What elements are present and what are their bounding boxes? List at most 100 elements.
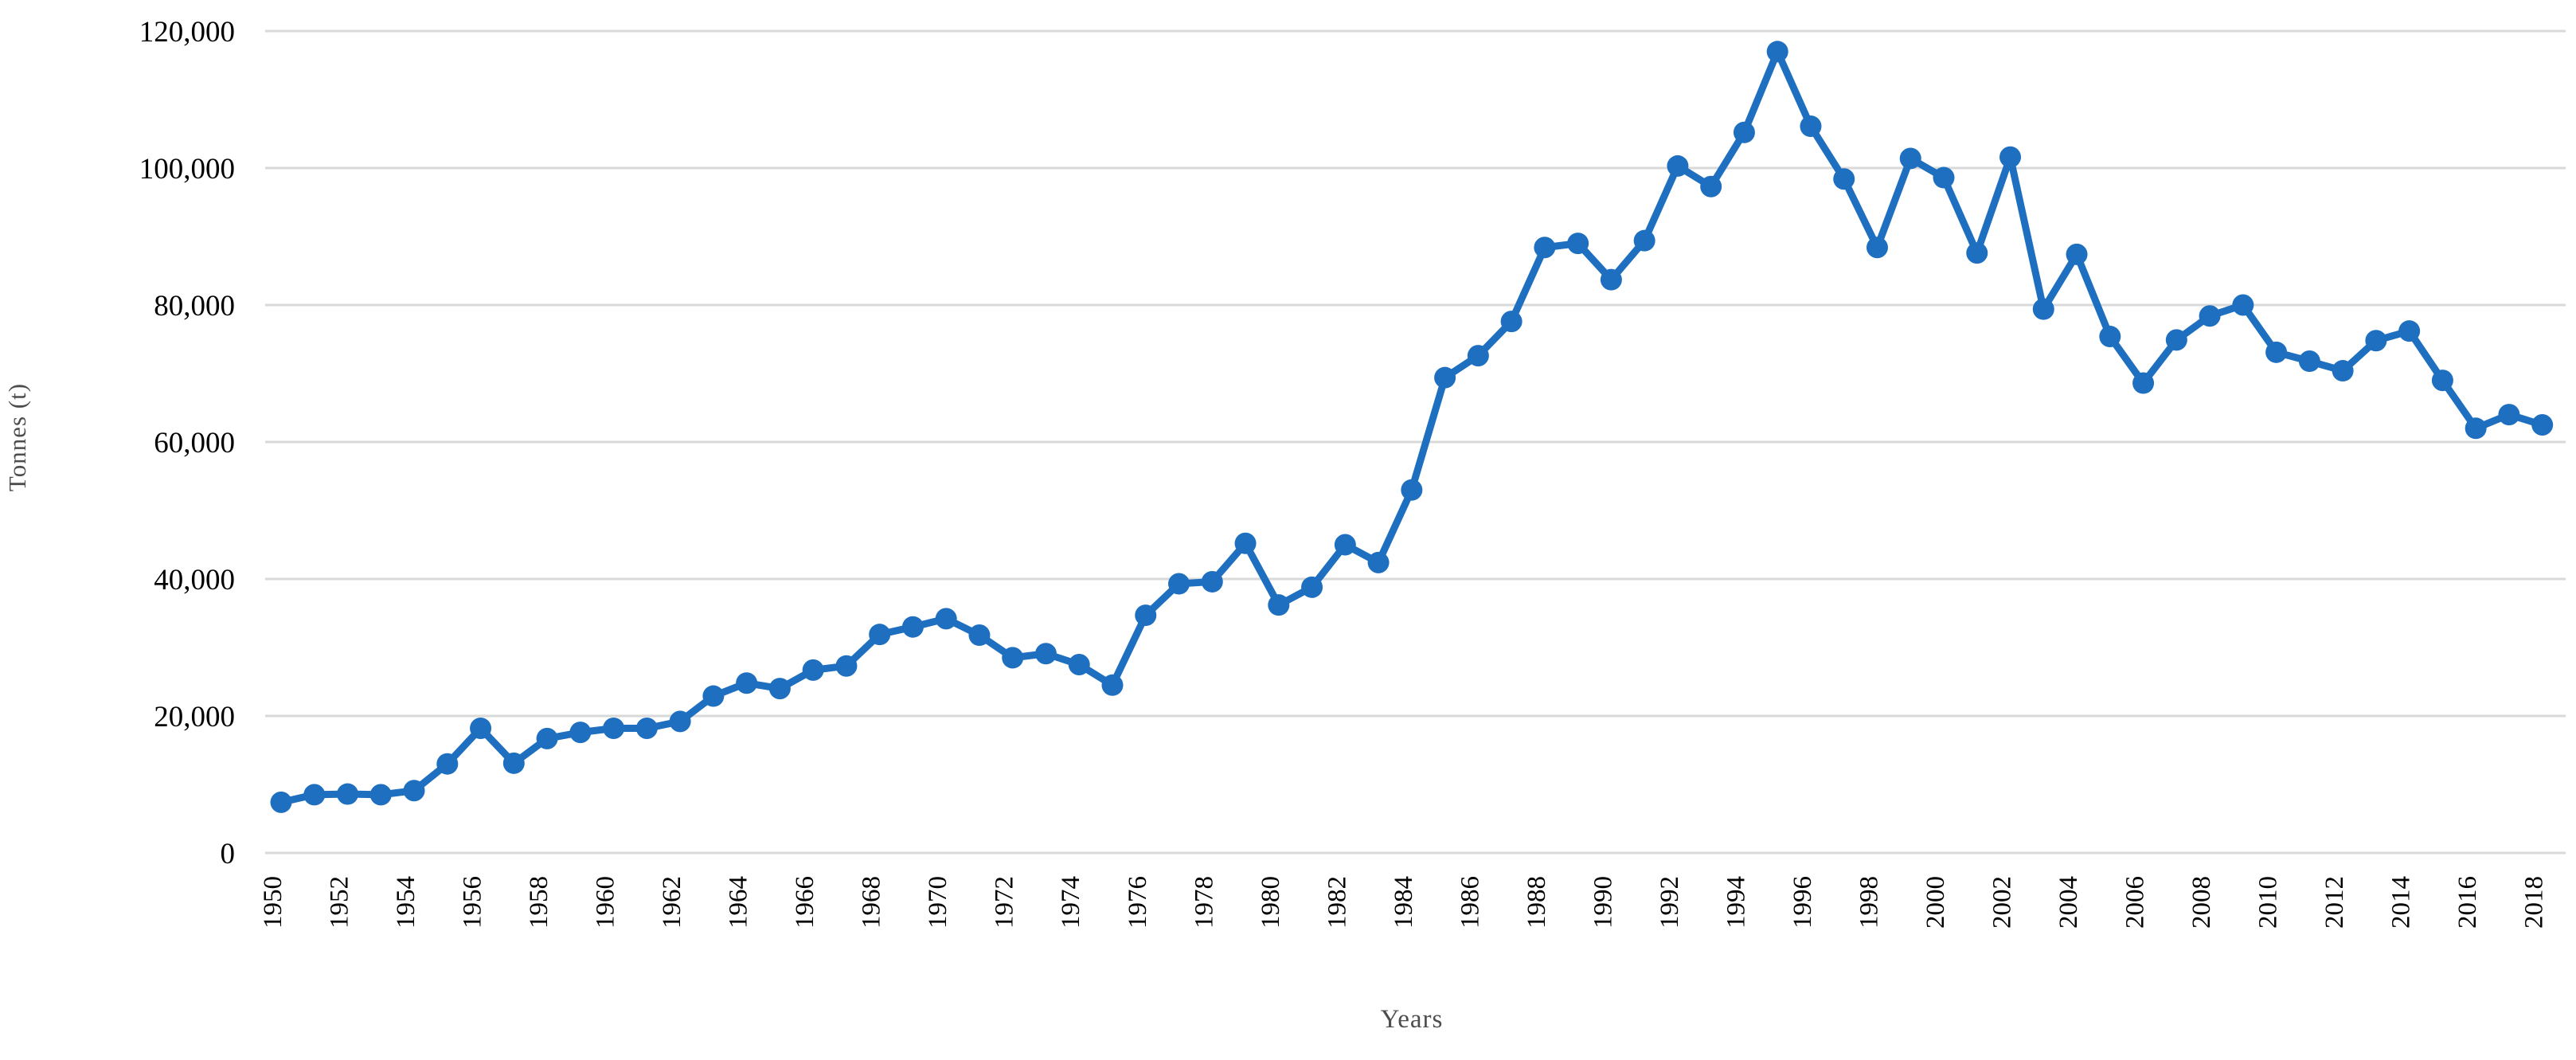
x-tick-label: 1998 bbox=[1855, 876, 1883, 929]
data-point bbox=[1301, 576, 1323, 598]
x-tick-label: 1966 bbox=[791, 876, 819, 929]
data-point bbox=[1234, 532, 1257, 554]
data-point bbox=[470, 717, 492, 739]
data-point bbox=[1966, 242, 1988, 264]
x-tick-label: 1996 bbox=[1788, 876, 1817, 929]
data-point bbox=[901, 616, 924, 638]
y-tick-label: 0 bbox=[221, 838, 236, 870]
x-tick-label: 2004 bbox=[2054, 876, 2083, 929]
x-tick-label: 1976 bbox=[1124, 876, 1152, 929]
x-tick-label: 1970 bbox=[924, 876, 952, 929]
data-point bbox=[536, 727, 558, 749]
x-tick-label: 1958 bbox=[525, 876, 553, 929]
y-tick-label: 60,000 bbox=[154, 427, 235, 460]
data-point bbox=[2498, 404, 2520, 426]
x-tick-label: 1994 bbox=[1722, 876, 1750, 929]
x-tick-label: 2012 bbox=[2320, 876, 2349, 929]
data-point bbox=[1500, 311, 1523, 333]
data-point bbox=[1633, 229, 1655, 252]
x-axis-tick-labels: 1950 1952 1954 1956 1958 1960 1962 1964 1966 1968… bbox=[259, 876, 2549, 929]
data-point bbox=[1833, 168, 1855, 190]
data-point bbox=[1168, 573, 1190, 595]
data-point bbox=[1268, 594, 1290, 616]
x-tick-label: 1964 bbox=[725, 876, 753, 929]
x-tick-label: 1992 bbox=[1655, 876, 1684, 929]
x-tick-label: 2002 bbox=[1988, 876, 2017, 929]
data-point bbox=[2099, 326, 2121, 348]
data-point bbox=[1434, 366, 1456, 389]
x-tick-label: 1978 bbox=[1190, 876, 1218, 929]
data-point bbox=[2232, 294, 2254, 316]
x-tick-label: 1954 bbox=[392, 876, 420, 929]
x-tick-label: 2010 bbox=[2254, 876, 2283, 929]
data-point bbox=[1999, 146, 2022, 168]
data-point bbox=[2365, 330, 2387, 352]
data-point bbox=[1700, 175, 1722, 198]
x-tick-label: 1968 bbox=[858, 876, 886, 929]
data-point bbox=[2199, 305, 2221, 327]
data-point bbox=[1667, 155, 1689, 177]
data-point bbox=[403, 780, 425, 802]
data-point bbox=[2431, 370, 2453, 392]
x-tick-label: 2008 bbox=[2187, 876, 2216, 929]
x-tick-label: 2000 bbox=[1921, 876, 1950, 929]
data-line-series bbox=[270, 41, 2554, 813]
data-point bbox=[436, 753, 459, 775]
data-point bbox=[603, 717, 625, 739]
data-point bbox=[768, 678, 791, 700]
x-tick-label: 1986 bbox=[1456, 876, 1484, 929]
gridlines bbox=[265, 29, 2566, 855]
data-point bbox=[1068, 654, 1090, 675]
data-point bbox=[1334, 534, 1356, 556]
x-tick-label: 1962 bbox=[658, 876, 686, 929]
data-point bbox=[2132, 372, 2155, 394]
data-point bbox=[702, 685, 725, 707]
series-line bbox=[277, 48, 2547, 806]
x-tick-label: 1980 bbox=[1257, 876, 1285, 929]
data-point bbox=[2332, 360, 2354, 382]
data-point bbox=[1034, 643, 1057, 665]
data-point bbox=[303, 784, 326, 806]
x-tick-label: 1956 bbox=[459, 876, 487, 929]
data-point bbox=[736, 672, 758, 694]
data-point bbox=[2032, 298, 2054, 320]
data-point bbox=[2066, 243, 2088, 265]
x-tick-label: 1974 bbox=[1057, 876, 1085, 929]
y-tick-label: 40,000 bbox=[154, 564, 235, 596]
data-point bbox=[1135, 604, 1157, 627]
data-point bbox=[2165, 329, 2187, 351]
x-tick-label: 2006 bbox=[2121, 876, 2150, 929]
x-axis-title: Years bbox=[1380, 1005, 1444, 1034]
x-tick-label: 1960 bbox=[592, 876, 620, 929]
data-point bbox=[1866, 237, 1888, 259]
data-point bbox=[1600, 268, 1622, 291]
x-tick-label: 2018 bbox=[2520, 876, 2549, 929]
data-point bbox=[337, 783, 359, 805]
data-point bbox=[1367, 551, 1390, 573]
data-point bbox=[270, 791, 292, 813]
y-axis-title: Tonnes (t) bbox=[3, 382, 31, 492]
x-tick-label: 1950 bbox=[259, 876, 287, 929]
data-point bbox=[635, 717, 658, 739]
data-point bbox=[1733, 121, 1755, 143]
data-point bbox=[2531, 414, 2554, 436]
data-point bbox=[669, 710, 691, 733]
x-tick-label: 1984 bbox=[1390, 876, 1418, 929]
data-point bbox=[1002, 647, 1024, 669]
data-point bbox=[1101, 674, 1124, 696]
data-point bbox=[869, 624, 891, 646]
data-point bbox=[369, 784, 392, 806]
data-point bbox=[2398, 320, 2421, 342]
y-tick-label: 20,000 bbox=[154, 701, 235, 733]
x-tick-label: 1982 bbox=[1323, 876, 1351, 929]
data-point bbox=[502, 752, 525, 774]
x-tick-label: 2016 bbox=[2453, 876, 2482, 929]
data-point bbox=[968, 624, 991, 647]
x-tick-label: 1972 bbox=[991, 876, 1019, 929]
data-point bbox=[1567, 233, 1589, 255]
y-tick-label: 120,000 bbox=[139, 16, 235, 49]
data-point bbox=[2298, 350, 2320, 373]
x-tick-label: 1952 bbox=[326, 876, 354, 929]
data-point bbox=[802, 659, 824, 681]
